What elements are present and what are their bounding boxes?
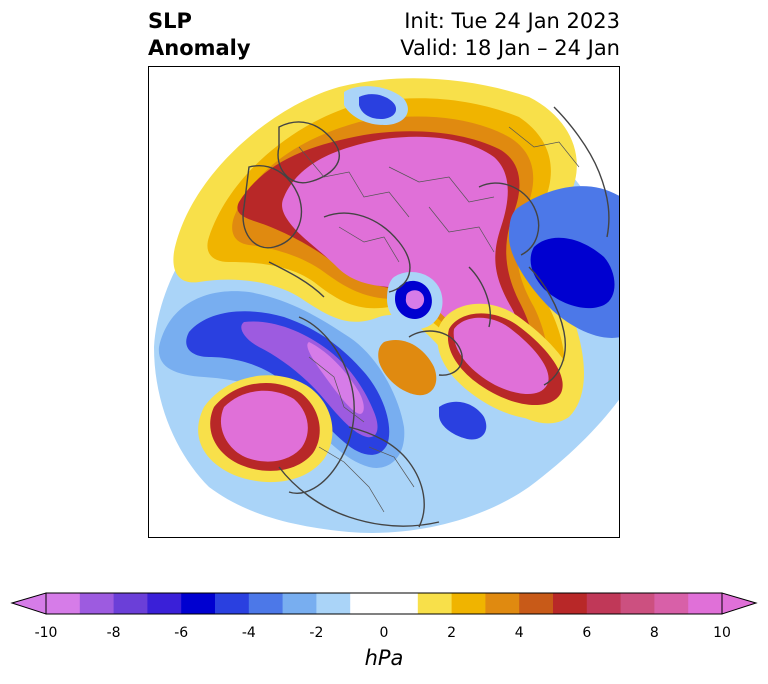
neg-east-asia-core bbox=[530, 237, 615, 309]
pos-greenland bbox=[378, 339, 437, 396]
coastlines bbox=[242, 106, 610, 528]
colorbar-segment bbox=[316, 593, 351, 614]
colorbar-segment bbox=[519, 593, 554, 614]
title-line-2: Anomaly bbox=[148, 36, 251, 60]
init-date: Init: Tue 24 Jan 2023 bbox=[404, 9, 620, 33]
colorbar-tick-label: -2 bbox=[309, 625, 324, 641]
colorbar-segment bbox=[620, 593, 655, 614]
neg-polar-small-deep bbox=[405, 290, 425, 310]
colorbar-frame bbox=[45, 592, 723, 615]
neg-atlantic-core bbox=[241, 321, 378, 438]
valid-date: Valid: 18 Jan – 24 Jan bbox=[400, 36, 620, 60]
pos-core-arctic bbox=[282, 136, 520, 362]
colorbar-segment bbox=[147, 593, 182, 614]
colorbar-unit-label: hPa bbox=[364, 646, 404, 670]
colorbar-tick-label: -10 bbox=[34, 625, 58, 641]
colorbar-min-arrow bbox=[10, 592, 47, 615]
colorbar-segment bbox=[586, 593, 622, 614]
colorbar-segment bbox=[451, 593, 486, 614]
colorbar-segment bbox=[282, 593, 317, 614]
colorbar-tick-label: 6 bbox=[582, 625, 592, 641]
colorbar-segment bbox=[485, 593, 520, 614]
pos-pacific-core bbox=[453, 317, 549, 395]
neg-atlantic-deep bbox=[307, 342, 364, 414]
colorbar bbox=[10, 592, 758, 615]
map-panel bbox=[148, 66, 620, 538]
map-title: SLP Anomaly bbox=[148, 8, 251, 62]
colorbar-tick-label: 4 bbox=[514, 625, 524, 641]
colorbar-segment bbox=[553, 593, 588, 614]
colorbar-segment bbox=[384, 593, 419, 614]
title-line-1: SLP bbox=[148, 9, 192, 33]
colorbar-segment bbox=[181, 593, 216, 614]
map-dates: Init: Tue 24 Jan 2023 Valid: 18 Jan – 24… bbox=[400, 8, 620, 62]
colorbar-tick-label: -6 bbox=[174, 625, 189, 641]
colorbar-segment bbox=[46, 593, 81, 614]
colorbar-segment bbox=[215, 593, 250, 614]
colorbar-tick-label: 8 bbox=[649, 625, 659, 641]
anomaly-map bbox=[154, 78, 619, 533]
colorbar-tick-label: 2 bbox=[447, 625, 457, 641]
colorbar-segment bbox=[688, 593, 723, 614]
neg-south-east bbox=[439, 401, 487, 440]
colorbar-segment bbox=[654, 593, 689, 614]
colorbar-segment bbox=[417, 593, 453, 614]
colorbar-max-arrow bbox=[721, 592, 758, 615]
pos-south-core bbox=[220, 390, 308, 462]
colorbar-tick-label: 0 bbox=[379, 625, 389, 641]
colorbar-segment bbox=[350, 593, 385, 614]
borders bbox=[298, 126, 580, 513]
colorbar-tick-label: 10 bbox=[713, 625, 731, 641]
colorbar-segment bbox=[113, 593, 148, 614]
colorbar-tick-label: -4 bbox=[241, 625, 256, 641]
anomaly-field bbox=[154, 78, 619, 533]
colorbar-tick-label: -8 bbox=[106, 625, 121, 641]
colorbar-segments bbox=[46, 593, 723, 614]
colorbar-segment bbox=[248, 593, 284, 614]
neg-top-core bbox=[359, 94, 397, 119]
colorbar-segment bbox=[79, 593, 115, 614]
